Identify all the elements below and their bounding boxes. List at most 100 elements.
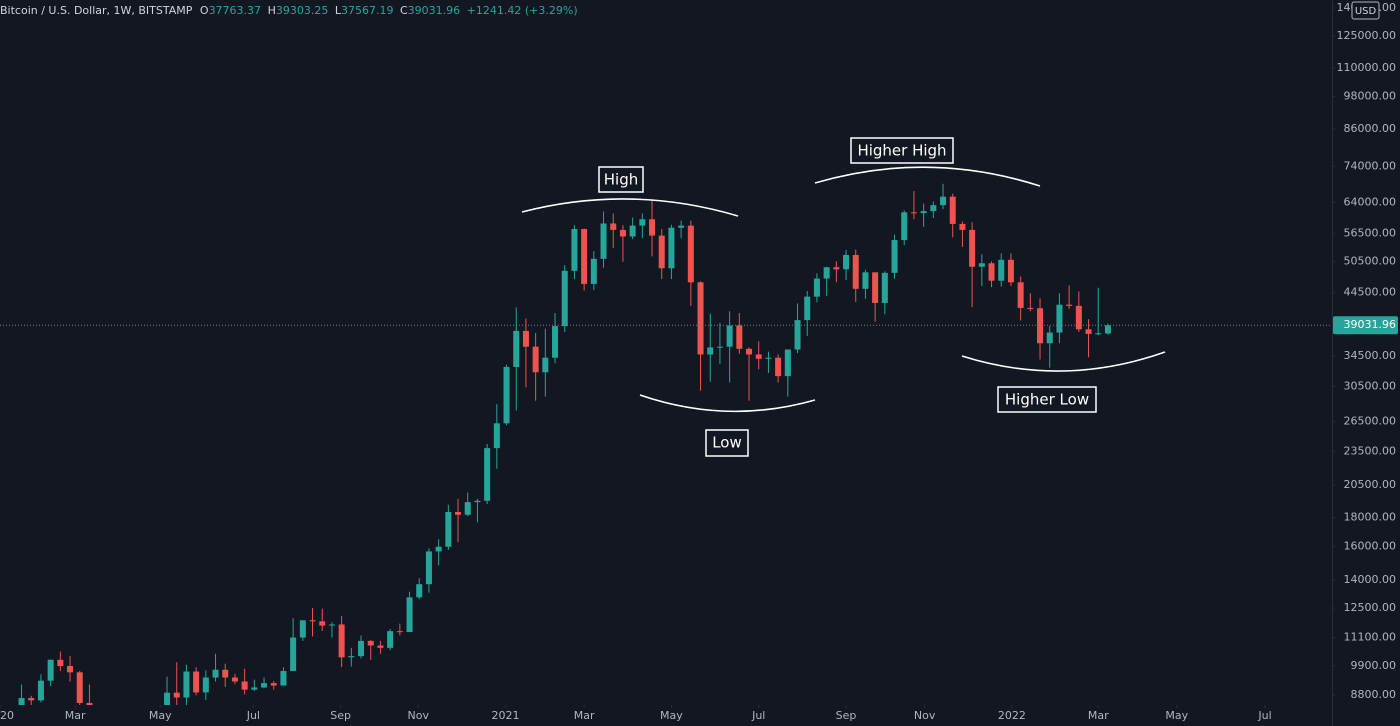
- candle-body: [406, 597, 413, 633]
- candle-body: [581, 229, 588, 284]
- x-tick-label: Jul: [1257, 709, 1271, 722]
- x-tick-label: 2020: [0, 709, 14, 722]
- y-tick-label: 86000.00: [1344, 122, 1397, 135]
- candle-body: [988, 263, 995, 281]
- candle-body: [416, 584, 423, 598]
- x-tick-label: Mar: [1088, 709, 1109, 722]
- candle-body: [716, 346, 723, 348]
- annotations: High Low Higher High Higher Low: [521, 137, 1166, 457]
- candle-body: [930, 205, 937, 212]
- y-tick-label: 9900.00: [1351, 659, 1397, 672]
- y-tick-label: 8800.00: [1351, 688, 1397, 701]
- candle-body: [28, 698, 35, 701]
- label-box: [598, 166, 644, 193]
- candle-body: [445, 512, 452, 547]
- candle-body: [290, 637, 297, 672]
- y-tick-label: 18000.00: [1344, 510, 1397, 523]
- candle-body: [435, 546, 442, 552]
- change: +1241.42: [467, 4, 522, 17]
- plot-area: [0, 183, 1332, 705]
- y-tick-label: 125000.00: [1337, 29, 1397, 42]
- candle-body: [668, 227, 675, 269]
- candle-body: [183, 671, 190, 698]
- y-tick-label: 26500.00: [1344, 414, 1397, 427]
- y-tick-label: 44500.00: [1344, 286, 1397, 299]
- arc: [814, 166, 1041, 187]
- candle-body: [658, 235, 665, 269]
- candle-body: [1075, 305, 1082, 330]
- candle-body: [76, 672, 83, 703]
- currency: USD: [1355, 6, 1377, 17]
- x-tick-label: May: [1165, 709, 1188, 722]
- y-tick-label: 110000.00: [1337, 61, 1397, 74]
- y-tick-label: 16000.00: [1344, 540, 1397, 553]
- candle-body: [1104, 325, 1111, 334]
- candle-body: [67, 665, 74, 673]
- candle-body: [755, 354, 762, 359]
- candle-body: [969, 229, 976, 267]
- candle-body: [1056, 304, 1063, 333]
- candle-body: [309, 620, 316, 622]
- candle-body: [552, 326, 559, 358]
- candle-body: [649, 219, 656, 236]
- y-tick-label: 56500.00: [1344, 226, 1397, 239]
- price-label: 39031.96: [1344, 318, 1397, 331]
- x-tick-label: 2021: [492, 709, 520, 722]
- y-tick-label: 20500.00: [1344, 478, 1397, 491]
- candle-body: [687, 225, 694, 283]
- candle-body: [231, 677, 238, 682]
- candle-body: [37, 680, 44, 701]
- candle-body: [804, 296, 811, 321]
- ohlc-key: H: [268, 4, 276, 17]
- candle-body: [474, 500, 481, 503]
- candle-body: [173, 692, 180, 698]
- y-tick-label: 50500.00: [1344, 254, 1397, 267]
- change-percent: (+3.29%): [525, 4, 578, 17]
- candle-body: [261, 683, 268, 688]
- label-box: [997, 386, 1097, 413]
- y-tick-label: 74000.00: [1344, 159, 1397, 172]
- candle-body: [920, 211, 927, 214]
- candle-body: [639, 219, 646, 226]
- candle-body: [949, 196, 956, 224]
- currency-badge: [1351, 1, 1380, 20]
- label-box: [705, 429, 749, 457]
- candle-body: [901, 212, 908, 241]
- x-tick-label: May: [660, 709, 683, 722]
- ohlc-key: O: [200, 4, 209, 17]
- annotation: Low: [712, 434, 742, 452]
- candle-body: [794, 320, 801, 350]
- candle-body: [619, 229, 626, 237]
- candle-body: [299, 620, 306, 638]
- symbol: Bitcoin / U.S. Dollar, 1W, BITSTAMP: [0, 4, 193, 17]
- candle-body: [600, 223, 607, 259]
- candle-body: [367, 640, 374, 646]
- y-tick-label: 64000.00: [1344, 195, 1397, 208]
- candle-body: [493, 423, 500, 449]
- candle-body: [823, 267, 830, 279]
- candle-body: [338, 624, 345, 658]
- ohlc-key: L: [335, 4, 342, 17]
- candle-body: [852, 254, 859, 289]
- candle-body: [241, 681, 248, 690]
- annotation: Higher High: [857, 142, 946, 160]
- candle-body: [328, 624, 335, 626]
- y-tick-label: 30500.00: [1344, 380, 1397, 393]
- y-tick-label: 14000.00: [1344, 573, 1397, 586]
- candle-body: [813, 278, 820, 297]
- candle-body: [193, 671, 200, 693]
- candle-body: [542, 357, 549, 373]
- candle-body: [1066, 304, 1073, 306]
- candle-body: [57, 659, 64, 666]
- candle-body: [610, 223, 617, 230]
- candle-body: [513, 330, 520, 367]
- candle-body: [358, 640, 365, 657]
- y-tick-label: 34500.00: [1344, 349, 1397, 362]
- candle-body: [1095, 333, 1102, 335]
- candle-body: [775, 357, 782, 377]
- candle-body: [86, 702, 93, 705]
- candle-body: [455, 512, 462, 515]
- candle-body: [1046, 332, 1053, 344]
- candle-body: [270, 683, 277, 686]
